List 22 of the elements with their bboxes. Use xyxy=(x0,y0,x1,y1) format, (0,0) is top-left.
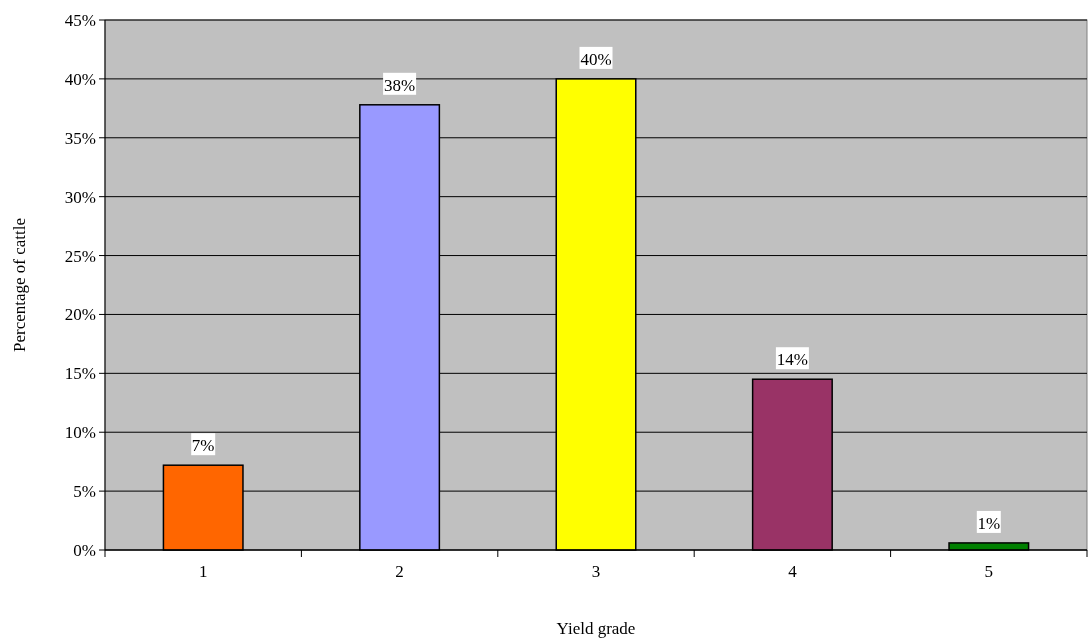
y-axis-title: Percentage of cattle xyxy=(10,217,29,353)
y-tick-label: 40% xyxy=(64,69,96,89)
x-tick-label: 1 xyxy=(198,562,208,581)
x-tick-label: 4 xyxy=(788,562,798,581)
x-tick-label: 3 xyxy=(591,562,601,581)
data-label: 38% xyxy=(384,75,416,95)
x-tick-label: 2 xyxy=(395,562,404,581)
data-label: 40% xyxy=(580,49,612,69)
y-tick-label: 15% xyxy=(64,364,96,384)
y-tick-label: 20% xyxy=(64,305,96,325)
data-label: 7% xyxy=(191,436,215,456)
y-tick-label: 25% xyxy=(64,246,96,266)
x-tick-label: 5 xyxy=(984,562,994,581)
y-tick-label: 0% xyxy=(73,540,96,560)
x-axis-title: Yield grade xyxy=(556,619,636,638)
y-tick-label: 10% xyxy=(64,423,96,443)
y-tick-label: 5% xyxy=(73,482,96,502)
data-label: 14% xyxy=(776,350,808,370)
y-tick-label: 45% xyxy=(64,10,96,30)
y-tick-label: 30% xyxy=(64,187,96,207)
y-tick-label: 35% xyxy=(64,128,96,148)
data-label: 1% xyxy=(977,513,1001,533)
